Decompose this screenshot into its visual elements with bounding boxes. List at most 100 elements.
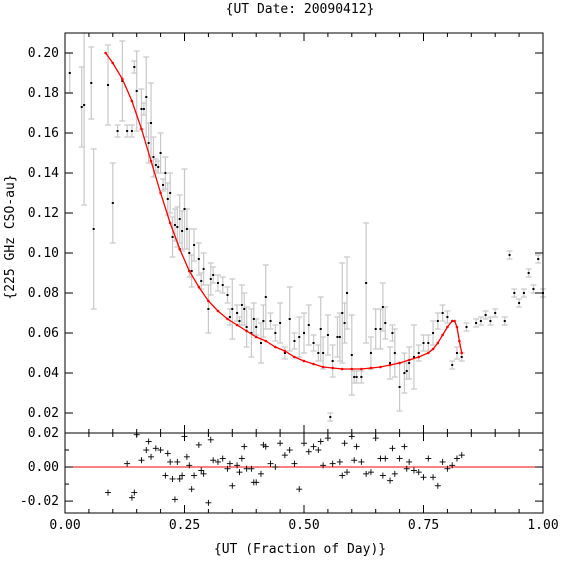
fit-marker xyxy=(197,285,201,289)
fit-marker xyxy=(458,339,461,343)
residual-point xyxy=(406,458,413,465)
data-point xyxy=(173,224,176,226)
residual-y-tick-label: -0.02 xyxy=(20,494,59,509)
data-point xyxy=(417,352,420,354)
data-point xyxy=(326,334,329,336)
data-point xyxy=(250,332,253,334)
y-tick-label: 0.08 xyxy=(28,286,59,301)
residual-panel-frame xyxy=(64,432,544,514)
fit-marker xyxy=(450,319,454,323)
residual-point xyxy=(391,470,398,477)
fit-marker xyxy=(407,358,411,362)
residual-point xyxy=(267,460,274,467)
data-point xyxy=(243,308,246,310)
data-point xyxy=(209,278,212,280)
data-point xyxy=(107,84,110,86)
data-point xyxy=(228,316,231,318)
data-point xyxy=(90,82,93,84)
data-point xyxy=(441,312,444,314)
data-point xyxy=(391,332,394,334)
fit-marker xyxy=(111,61,115,65)
data-point xyxy=(259,342,262,344)
fit-marker xyxy=(216,309,220,313)
residual-point xyxy=(401,443,408,450)
residual-point xyxy=(169,475,176,482)
fit-marker xyxy=(321,365,325,369)
y-axis-title: {225 GHz CSO-au} xyxy=(3,174,18,299)
data-point xyxy=(384,322,387,324)
data-point xyxy=(422,342,425,344)
residual-point xyxy=(183,453,190,460)
residual-point xyxy=(296,486,303,493)
main-panel: 0.02 0.04 0.06 0.08 0.10 0.12 0.14 0.16 0.18 0.20 xyxy=(28,32,546,434)
fit-marker xyxy=(159,191,162,195)
residual-point xyxy=(396,455,403,462)
data-point xyxy=(381,306,384,308)
data-point xyxy=(202,268,205,270)
fit-curve-markers xyxy=(104,51,464,371)
data-point xyxy=(190,270,193,272)
data-point xyxy=(403,372,406,374)
data-point xyxy=(216,282,219,284)
residual-point xyxy=(420,474,427,481)
data-point xyxy=(161,184,164,186)
residual-point xyxy=(363,470,370,477)
fit-marker xyxy=(360,367,363,371)
residual-point xyxy=(425,455,432,462)
chart-title: {UT Date: 20090412} xyxy=(226,2,375,17)
data-point xyxy=(338,336,341,338)
residual-point xyxy=(105,489,112,496)
errorbars-group xyxy=(66,32,546,422)
residual-point xyxy=(439,458,446,465)
data-point xyxy=(68,72,71,74)
data-point xyxy=(245,326,248,328)
data-point xyxy=(475,322,478,324)
residual-point xyxy=(176,475,183,482)
data-point xyxy=(80,106,83,108)
data-point xyxy=(142,108,145,110)
data-point xyxy=(465,326,468,328)
residual-point xyxy=(317,438,324,445)
data-point xyxy=(185,228,188,230)
data-point xyxy=(322,352,325,354)
data-point xyxy=(83,104,86,106)
data-point xyxy=(298,336,301,338)
data-point xyxy=(518,302,521,304)
fit-marker xyxy=(441,333,444,337)
data-point xyxy=(393,352,396,354)
residual-point xyxy=(458,452,465,459)
residual-point xyxy=(387,477,394,484)
data-point xyxy=(336,336,339,338)
residual-point xyxy=(341,440,348,447)
data-point xyxy=(350,354,353,356)
residual-point xyxy=(329,460,336,467)
residual-point xyxy=(226,460,233,467)
residual-point xyxy=(453,455,460,462)
residual-point xyxy=(128,494,135,501)
residual-point xyxy=(205,499,212,506)
residual-point xyxy=(164,450,171,457)
fit-marker xyxy=(436,341,440,345)
data-point xyxy=(212,274,215,276)
data-point xyxy=(264,296,267,298)
fit-marker xyxy=(187,269,191,273)
residual-point xyxy=(339,472,346,479)
data-point xyxy=(269,320,272,322)
data-point xyxy=(274,332,277,334)
residual-point xyxy=(214,458,221,465)
residual-point xyxy=(310,443,317,450)
data-point xyxy=(532,288,535,290)
y-tick-label: 0.14 xyxy=(28,166,59,181)
data-point xyxy=(494,312,497,314)
fit-marker xyxy=(140,127,143,131)
data-point xyxy=(455,352,458,354)
fit-marker xyxy=(283,349,287,353)
data-point xyxy=(365,282,368,284)
residual-point xyxy=(301,440,307,447)
residual-point xyxy=(389,445,396,452)
y-tick-label: 0.10 xyxy=(28,246,59,261)
residual-point xyxy=(148,453,155,460)
data-point xyxy=(154,164,157,166)
data-point xyxy=(181,230,184,232)
